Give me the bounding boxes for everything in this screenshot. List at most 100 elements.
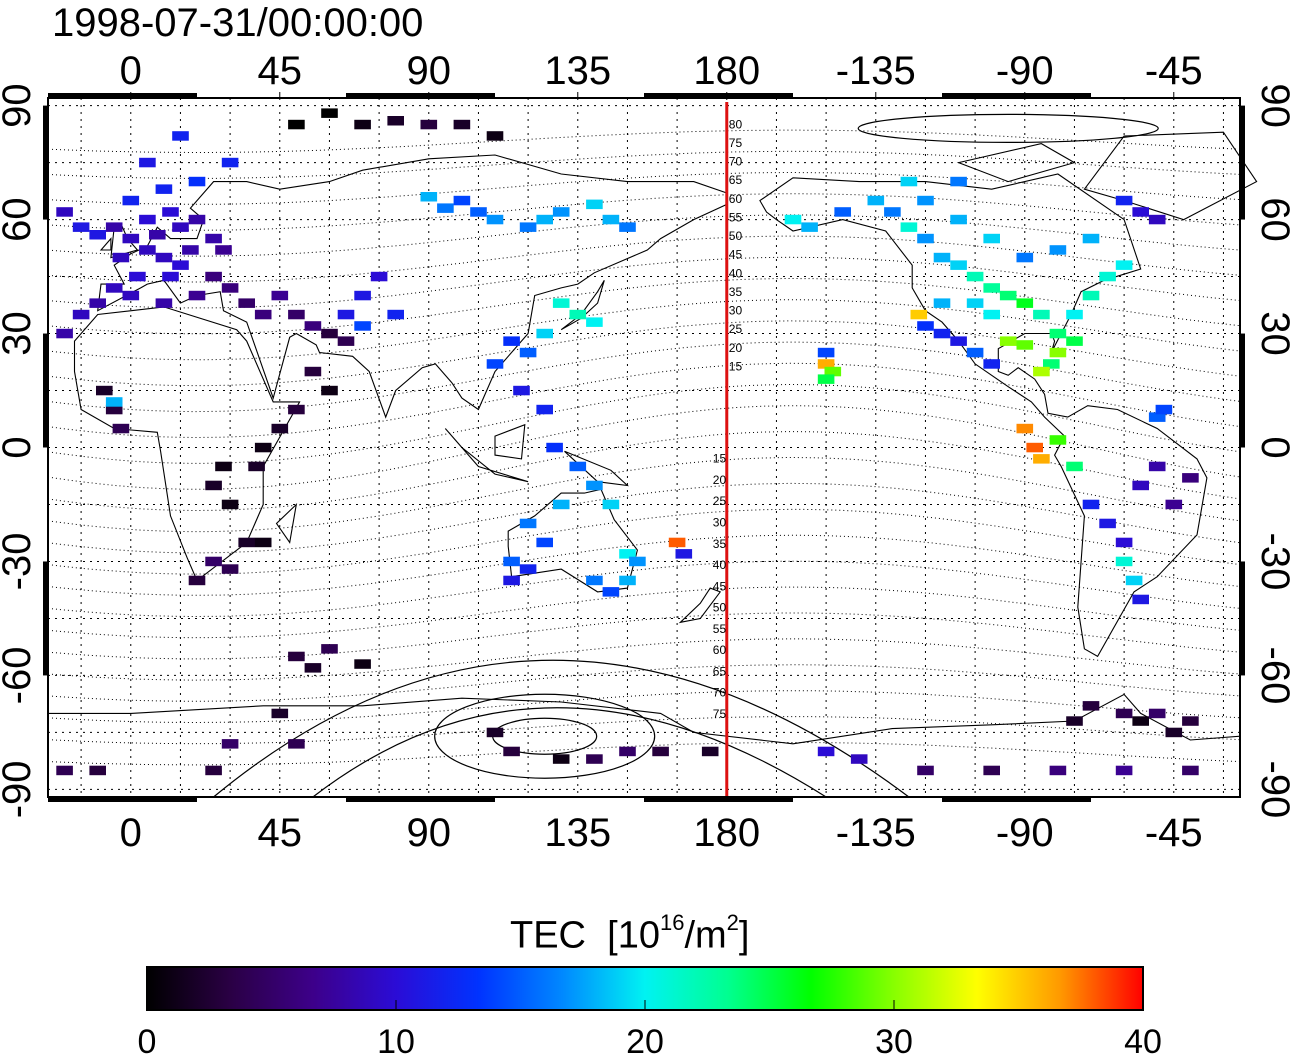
axis-band [942, 797, 1091, 802]
colorbar-ticks: 0 10 20 30 40 [138, 1000, 1162, 1057]
tec-cell [288, 739, 305, 749]
tec-cell [602, 214, 620, 225]
axis-band [346, 93, 495, 98]
south-pole-oval [312, 707, 827, 798]
tec-cell [486, 131, 504, 141]
tec-cell [917, 765, 934, 776]
tec-cell [966, 271, 984, 282]
north-pole-oval [857, 113, 1159, 143]
tec-cell [304, 663, 322, 673]
top-lon-label: 45 [258, 49, 303, 93]
tec-cell [675, 549, 693, 559]
tec-cell [486, 359, 504, 369]
top-lon-label: -45 [1145, 49, 1203, 93]
top-lon-label: 135 [544, 49, 611, 93]
tec-cell [917, 321, 934, 331]
tec-cell [1148, 214, 1166, 225]
tec-cell [983, 309, 1000, 320]
tec-cell [205, 233, 222, 244]
coastline-shape [99, 237, 112, 251]
contour-label: 45 [729, 248, 743, 262]
tec-cell [188, 176, 206, 187]
contour-labels: 80 75 70 65 60 55 50 45 40 35 30 25 20 15 15 20 25 30 35 40… [713, 117, 743, 721]
left-lat-label: 30 [0, 311, 39, 356]
tec-cell [966, 347, 984, 358]
tec-cell [221, 564, 239, 574]
tec-cell [513, 385, 530, 396]
tec-cell [215, 461, 232, 472]
tec-cell [254, 537, 272, 548]
tec-cell [162, 207, 179, 217]
tec-cell [1082, 233, 1100, 244]
magnetic-contour-line [47, 129, 1241, 153]
tec-cell [884, 207, 901, 217]
coastline-shape [275, 502, 298, 544]
contour-label: 15 [729, 359, 743, 373]
tec-cell [519, 222, 537, 232]
tec-cell [72, 222, 90, 232]
contour-label: 60 [713, 643, 727, 657]
contour-label: 20 [729, 341, 743, 355]
tec-cell [552, 207, 570, 217]
axis-band [644, 93, 793, 98]
tec-cell [1115, 765, 1133, 776]
tec-cell [1016, 298, 1034, 308]
contour-label: 75 [729, 136, 743, 150]
tec-cell [221, 739, 239, 749]
contour-label: 20 [713, 473, 727, 487]
tec-cell [1033, 454, 1050, 464]
tec-cell [271, 290, 289, 301]
tec-cell [288, 119, 305, 130]
colorbar-title-label: TEC [510, 914, 586, 957]
contour-label: 30 [713, 516, 727, 530]
contour-label: 65 [713, 664, 727, 678]
magnetic-contour-line [47, 320, 1241, 387]
axis-band [942, 93, 1091, 98]
tec-cell [89, 765, 106, 776]
bottom-lon-label: 0 [120, 811, 142, 855]
tec-cell [387, 309, 404, 320]
tec-cell [89, 230, 106, 240]
top-lon-tick [1173, 92, 1175, 98]
tec-cell [304, 321, 322, 331]
tec-cell [1148, 412, 1166, 422]
contour-label: 55 [713, 622, 727, 636]
colorbar-tick-label: 20 [626, 1023, 664, 1057]
tec-cell [122, 233, 140, 244]
tec-cell [205, 271, 222, 282]
tec-cell [129, 271, 146, 282]
colorbar-title: TEC [1016/m2] [510, 910, 750, 957]
magnetic-contour-line [47, 664, 1241, 702]
magnetic-contour-line [47, 716, 1241, 745]
tec-cell [105, 222, 123, 232]
bottom-lon-label: -135 [836, 811, 916, 855]
south-pole-oval [434, 693, 656, 779]
tec-cell [586, 575, 603, 586]
right-lat-label: 30 [1253, 311, 1292, 356]
tec-cell [1182, 716, 1199, 726]
tec-cell [503, 746, 520, 757]
top-lon-tick [577, 92, 579, 98]
tec-cell [503, 575, 520, 586]
timestamp: 1998-07-31/00:00:00 [52, 1, 424, 45]
contour-label: 35 [729, 285, 743, 299]
tec-cell [1132, 207, 1149, 217]
magnetic-contour-line [47, 638, 1241, 681]
tec-cell [453, 195, 471, 206]
contour-label: 35 [713, 537, 727, 551]
tec-cell [122, 195, 140, 206]
coastline-shape [444, 428, 529, 483]
tec-cell [1033, 309, 1050, 320]
tec-cell [983, 765, 1000, 776]
tec-cell [155, 252, 173, 263]
tec-cell [420, 119, 438, 130]
right-lat-label: -60 [1253, 647, 1292, 705]
tec-cell [271, 708, 289, 719]
tec-cell [172, 260, 189, 270]
tec-cell [917, 195, 934, 206]
tec-cell [950, 176, 967, 187]
tec-cell [586, 754, 603, 764]
tec-cell [834, 207, 851, 217]
tec-cell [122, 290, 140, 301]
tec-cell [321, 328, 338, 339]
